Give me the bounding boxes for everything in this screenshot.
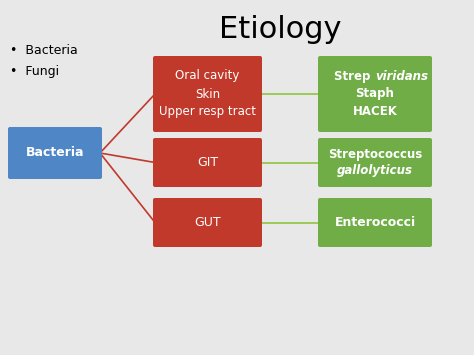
Text: •  Fungi: • Fungi xyxy=(10,66,59,78)
Text: Bacteria: Bacteria xyxy=(26,147,84,159)
Text: viridans: viridans xyxy=(375,70,428,83)
FancyBboxPatch shape xyxy=(318,198,432,247)
FancyBboxPatch shape xyxy=(318,138,432,187)
FancyBboxPatch shape xyxy=(8,127,102,179)
Text: GIT: GIT xyxy=(197,156,218,169)
Text: gallolyticus: gallolyticus xyxy=(337,164,413,177)
Text: Streptococcus: Streptococcus xyxy=(328,148,422,162)
Text: Strep: Strep xyxy=(335,70,375,83)
FancyBboxPatch shape xyxy=(153,138,262,187)
Text: HACEK: HACEK xyxy=(353,105,397,118)
FancyBboxPatch shape xyxy=(318,56,432,132)
Text: Enterococci: Enterococci xyxy=(335,216,416,229)
Text: GUT: GUT xyxy=(194,216,221,229)
Text: •  Bacteria: • Bacteria xyxy=(10,44,78,56)
Text: Etiology: Etiology xyxy=(219,15,341,44)
FancyBboxPatch shape xyxy=(153,56,262,132)
Text: Oral cavity
Skin
Upper resp tract: Oral cavity Skin Upper resp tract xyxy=(159,70,256,119)
Text: Staph: Staph xyxy=(356,87,394,100)
FancyBboxPatch shape xyxy=(153,198,262,247)
